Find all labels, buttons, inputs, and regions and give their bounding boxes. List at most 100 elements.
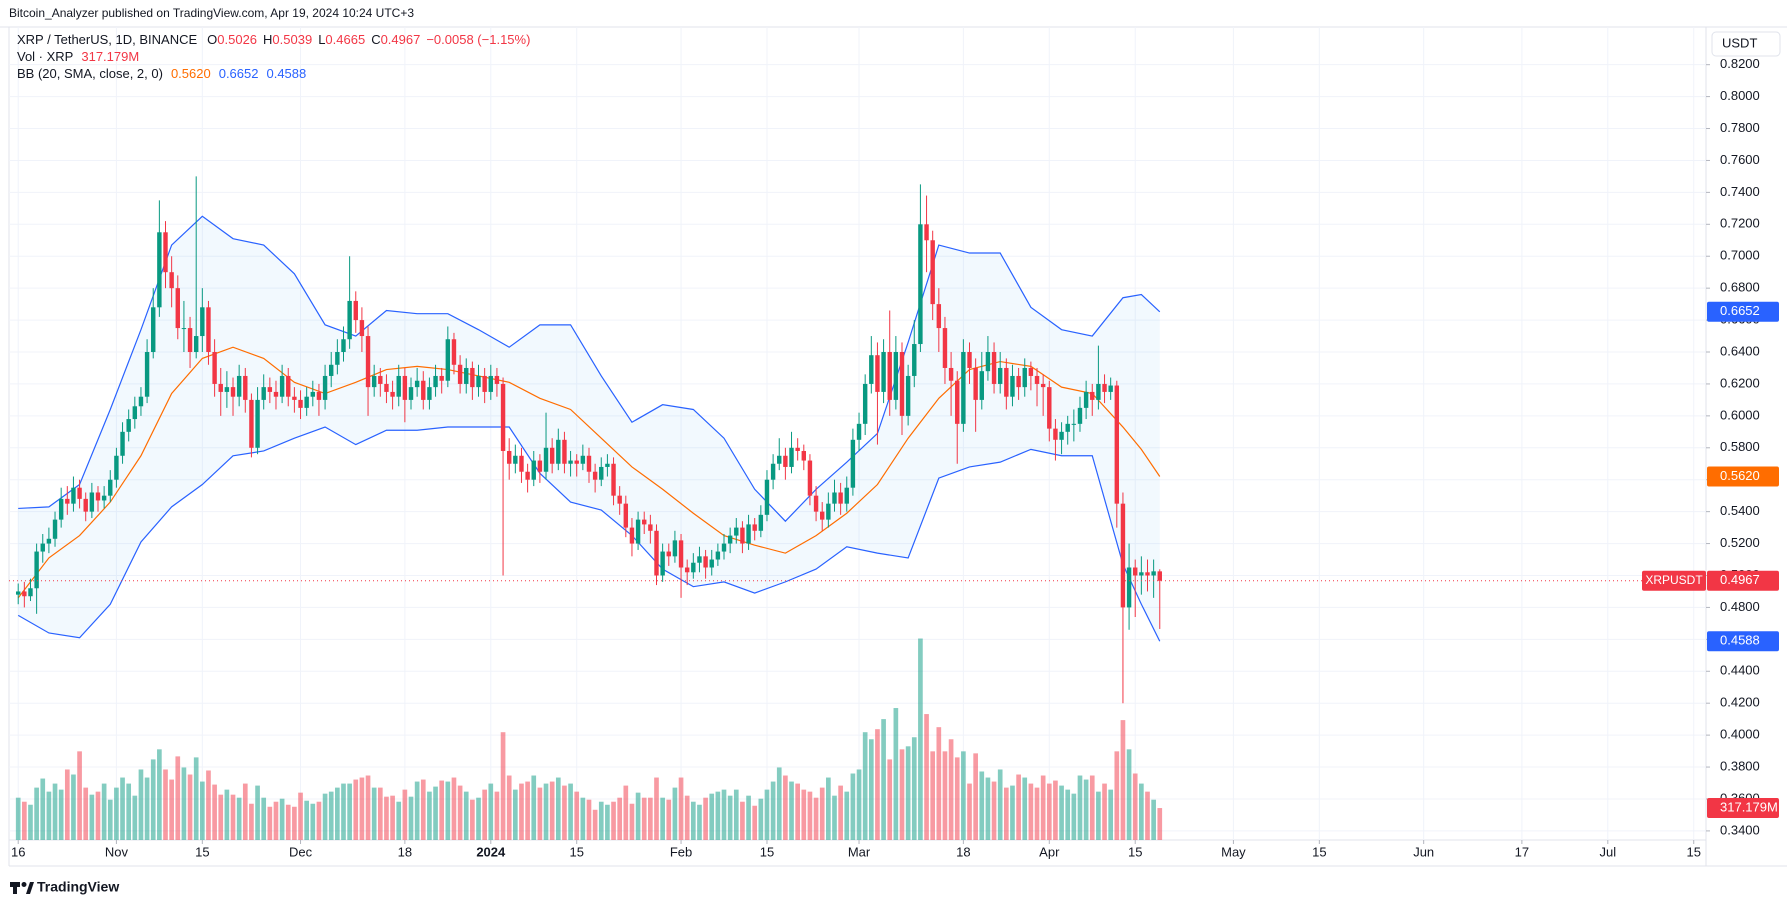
volume-bar bbox=[107, 799, 113, 840]
bb-badge-bg bbox=[1707, 631, 1779, 652]
candle-body bbox=[157, 232, 162, 308]
candle-body bbox=[243, 375, 248, 400]
volume-bar bbox=[924, 714, 929, 840]
volume-bar bbox=[942, 751, 948, 840]
bb-badge: 0.4588 bbox=[1720, 633, 1760, 648]
candle-body bbox=[973, 367, 978, 400]
volume-bar bbox=[850, 773, 856, 840]
candle-body bbox=[599, 466, 604, 480]
y-tick-label: 0.4800 bbox=[1720, 599, 1760, 614]
candle-body bbox=[629, 527, 635, 544]
candle-body bbox=[856, 423, 862, 440]
volume-bar bbox=[605, 804, 610, 840]
candle-body bbox=[494, 375, 500, 384]
volume-bar bbox=[721, 789, 727, 840]
volume-bar bbox=[1040, 775, 1046, 840]
volume-bar bbox=[402, 789, 408, 840]
ohlc-value: 0.4665 bbox=[325, 32, 365, 47]
candle-body bbox=[807, 460, 813, 496]
candle-body bbox=[709, 559, 714, 568]
x-tick-label: 15 bbox=[195, 844, 209, 859]
candle-body bbox=[1077, 407, 1083, 424]
x-tick-label: Jun bbox=[1413, 844, 1434, 859]
candle-body bbox=[850, 439, 856, 488]
candle-body bbox=[187, 328, 193, 353]
volume-bar bbox=[1096, 791, 1101, 840]
candle-body bbox=[1040, 383, 1046, 388]
candle-body bbox=[378, 375, 383, 384]
volume-bar bbox=[34, 787, 39, 840]
x-tick-label: Apr bbox=[1039, 844, 1060, 859]
candle-body bbox=[408, 387, 414, 400]
candle-body bbox=[126, 419, 131, 432]
volume-bar bbox=[1016, 774, 1021, 840]
volume-bar bbox=[690, 801, 696, 840]
y-tick-label: 0.4400 bbox=[1720, 663, 1760, 678]
x-tick-label: 18 bbox=[956, 844, 970, 859]
candle-body bbox=[267, 387, 273, 392]
candle-body bbox=[279, 375, 285, 397]
volume-bar bbox=[549, 781, 555, 840]
candle-body bbox=[506, 450, 512, 464]
candle-body bbox=[703, 556, 708, 568]
volume-bar bbox=[22, 801, 27, 840]
candle-body bbox=[985, 352, 991, 372]
volume-bar bbox=[1083, 779, 1089, 840]
volume-bar bbox=[1010, 785, 1015, 840]
candle-body bbox=[255, 399, 260, 448]
candle-body bbox=[654, 530, 659, 576]
candle-body bbox=[200, 307, 205, 337]
candle-body bbox=[371, 375, 377, 388]
candle-body bbox=[942, 328, 948, 368]
volume-bar bbox=[292, 806, 297, 840]
x-tick-label: 17 bbox=[1515, 844, 1529, 859]
volume-bar bbox=[169, 779, 174, 840]
volume-bar bbox=[199, 781, 205, 840]
candle-body bbox=[924, 224, 929, 241]
candle-body bbox=[623, 503, 629, 528]
ohlc-label: C bbox=[371, 32, 380, 47]
volume-bar bbox=[482, 789, 487, 840]
volume-bar bbox=[574, 791, 580, 840]
currency[interactable]: USDT bbox=[1722, 35, 1757, 50]
candle-body bbox=[574, 460, 579, 464]
last-price-badge: 0.4967 bbox=[1720, 572, 1760, 587]
bb-value: 0.5620 bbox=[171, 66, 211, 81]
volume-bar bbox=[979, 771, 985, 840]
volume-bar bbox=[132, 795, 138, 840]
x-tick-label: Feb bbox=[670, 844, 692, 859]
candle-body bbox=[997, 367, 1003, 384]
candle-body bbox=[642, 519, 647, 525]
candle-body bbox=[138, 396, 144, 407]
volume-bar bbox=[697, 804, 702, 840]
volume-bar bbox=[175, 756, 181, 840]
candle-body bbox=[1083, 391, 1089, 408]
volume-bar bbox=[862, 732, 868, 840]
y-tick-label: 0.6000 bbox=[1720, 407, 1760, 422]
volume-bar bbox=[451, 777, 457, 840]
volume-bar bbox=[500, 732, 506, 840]
candle-body bbox=[1010, 375, 1015, 397]
volume-bar bbox=[513, 789, 518, 840]
candle-body bbox=[740, 527, 745, 544]
volume-bar bbox=[648, 797, 653, 840]
candle-body bbox=[396, 375, 401, 397]
candle-body bbox=[261, 387, 266, 400]
volume-bar bbox=[439, 780, 445, 840]
candle-body bbox=[236, 375, 242, 397]
bb-line bbox=[18, 215, 1161, 523]
currency-button[interactable] bbox=[1711, 31, 1781, 57]
candle-body bbox=[120, 431, 125, 456]
candle-body bbox=[457, 364, 463, 384]
candle-body bbox=[948, 367, 954, 381]
volume-bar bbox=[881, 719, 886, 840]
volume-bar bbox=[1145, 791, 1150, 840]
candle-body bbox=[439, 375, 444, 381]
candle-body bbox=[249, 399, 254, 448]
volume-bar bbox=[267, 806, 273, 840]
candle-body bbox=[684, 567, 690, 573]
volume-badge-bg bbox=[1707, 798, 1779, 819]
candle-body bbox=[1034, 375, 1040, 384]
